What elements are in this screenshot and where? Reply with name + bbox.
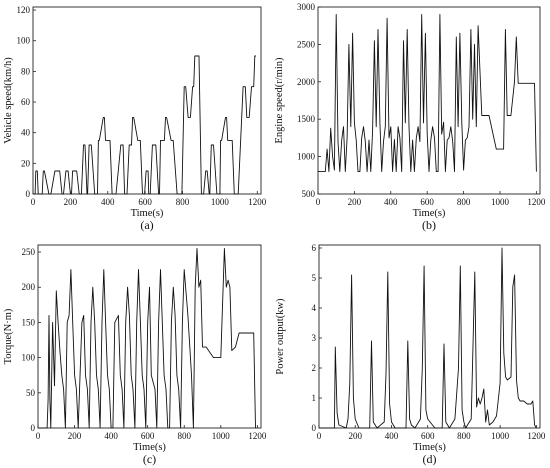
y-tick-label: 50 (26, 388, 36, 398)
x-tick-label: 200 (348, 197, 362, 207)
x-tick-label: 600 (138, 197, 152, 207)
series-line (33, 55, 256, 195)
x-tick-label: 1000 (491, 431, 510, 441)
y-tick-label: 150 (22, 317, 36, 327)
series-line (38, 248, 256, 429)
y-tick-label: 80 (21, 66, 31, 76)
panel-d: 0 200 400 600 800 1000 1200 0 1 2 3 4 5 6 Time(s) Power… (275, 243, 546, 466)
x-tick-label: 200 (64, 197, 78, 207)
panel-caption: (d) (423, 452, 437, 466)
panel-b: 0 200 400 600 800 1000 1200 500 1000 1500 2000 2500… (274, 2, 546, 232)
x-tick-label: 200 (68, 431, 82, 441)
x-axis-title: Time(s) (413, 442, 446, 453)
x-tick-label: 600 (421, 431, 435, 441)
x-tick-label: 800 (176, 197, 190, 207)
y-tick-label: 1000 (297, 152, 316, 162)
x-tick-label: 1000 (211, 197, 230, 207)
y-axis-title: Vehicle speed(km/h) (3, 57, 14, 144)
y-tick-label: 2000 (297, 77, 316, 87)
series-line (319, 247, 537, 429)
y-tick-label: 2500 (297, 39, 316, 49)
y-tick-label: 100 (22, 353, 36, 363)
x-tick-label: 1200 (527, 197, 546, 207)
x-tick-label: 1200 (248, 431, 267, 441)
x-tick-label: 1200 (527, 431, 546, 441)
y-tick-label: 60 (21, 97, 31, 107)
y-tick-label: 100 (17, 36, 31, 46)
y-tick-label: 3000 (297, 2, 316, 12)
y-tick-label: 3 (312, 333, 317, 343)
panel-a: 0 200 400 600 800 1000 1200 0 20 40 60 80 100 120 Time… (3, 5, 267, 232)
y-axis-title: Engine speed(r/min) (274, 57, 285, 144)
plot-frame (37, 244, 262, 429)
x-tick-label: 200 (348, 431, 362, 441)
x-tick-label: 400 (385, 431, 399, 441)
y-tick-label: 120 (17, 5, 31, 15)
y-tick-label: 0 (31, 423, 36, 433)
panel-caption: (b) (422, 218, 436, 232)
y-tick-label: 0 (312, 423, 317, 433)
x-tick-label: 400 (101, 197, 115, 207)
y-tick-label: 0 (26, 189, 31, 199)
x-tick-label: 0 (31, 197, 36, 207)
x-axis-title: Time(s) (131, 208, 164, 219)
y-tick-label: 5 (312, 273, 317, 283)
panel-c: 0 200 400 600 800 1000 1200 0 50 100 150 200 250 Time… (3, 244, 267, 466)
panel-caption: (a) (140, 218, 153, 232)
x-tick-label: 800 (457, 197, 471, 207)
x-tick-label: 400 (384, 197, 398, 207)
x-tick-label: 0 (36, 431, 41, 441)
x-tick-label: 1000 (491, 197, 510, 207)
series-line (318, 14, 537, 173)
plot-frame (317, 6, 541, 195)
x-tick-label: 800 (177, 431, 191, 441)
x-tick-label: 1200 (248, 197, 267, 207)
y-tick-label: 250 (22, 247, 36, 257)
y-tick-label: 2 (312, 363, 317, 373)
y-tick-label: 20 (21, 158, 31, 168)
x-tick-label: 600 (141, 431, 155, 441)
x-tick-label: 0 (317, 431, 322, 441)
y-tick-label: 40 (21, 128, 31, 138)
y-tick-label: 1500 (297, 114, 316, 124)
y-tick-label: 200 (22, 282, 36, 292)
panel-caption: (c) (143, 452, 156, 466)
plot-frame (318, 244, 541, 429)
y-axis-title: Torque(N·m) (3, 308, 14, 364)
y-tick-label: 4 (312, 303, 317, 313)
y-tick-label: 6 (312, 243, 317, 253)
x-tick-label: 600 (420, 197, 434, 207)
y-axis-title: Power output(kw) (275, 298, 286, 375)
x-axis-title: Time(s) (133, 442, 166, 453)
x-tick-label: 400 (104, 431, 118, 441)
y-tick-label: 500 (302, 189, 316, 199)
plot-frame (32, 6, 262, 195)
x-tick-label: 0 (316, 197, 321, 207)
x-axis-title: Time(s) (413, 208, 446, 219)
y-tick-label: 1 (312, 393, 317, 403)
x-tick-label: 800 (457, 431, 471, 441)
x-tick-label: 1000 (212, 431, 231, 441)
